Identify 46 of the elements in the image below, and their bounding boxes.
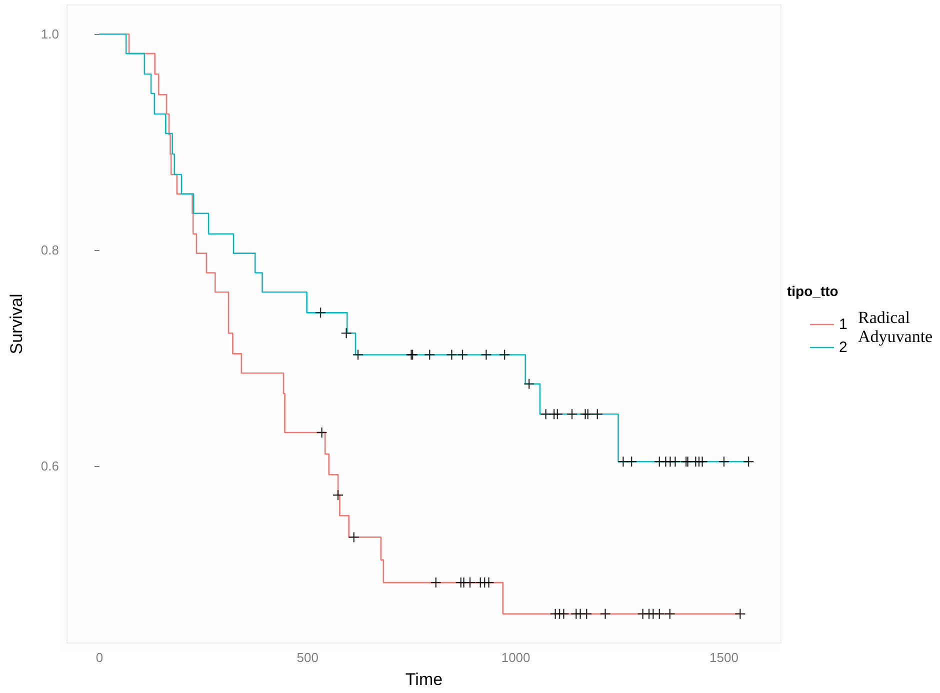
point [696, 456, 708, 468]
x-tick-label: 500 [296, 650, 318, 665]
legend-label: 1 [839, 316, 848, 333]
point [316, 426, 328, 438]
point [566, 408, 578, 420]
x-tick-label: 1500 [710, 650, 738, 665]
point [670, 456, 681, 468]
point [340, 328, 352, 339]
text: Adyuvante [858, 327, 933, 346]
legend-label: 2 [839, 339, 848, 356]
point [352, 349, 364, 360]
point [558, 608, 570, 620]
point [314, 307, 326, 318]
y-tick-label: 0.6 [40, 458, 59, 474]
point [552, 408, 564, 420]
point [618, 456, 629, 468]
point [664, 608, 676, 620]
point [582, 408, 594, 420]
point [600, 608, 611, 620]
point [456, 349, 468, 360]
legend-title: tipo_tto [787, 283, 838, 299]
point [580, 608, 592, 620]
point [742, 456, 754, 468]
point [464, 576, 476, 588]
y-axis-title: Survival [7, 294, 26, 354]
point [498, 349, 510, 360]
point [540, 408, 552, 420]
point [483, 576, 494, 588]
point [430, 576, 442, 588]
x-tick-label: 1000 [501, 650, 530, 665]
point [592, 408, 603, 420]
y-tick-label: 1.0 [40, 26, 59, 42]
point [332, 490, 344, 501]
y-tick-label: 0.8 [40, 242, 59, 258]
point [626, 456, 638, 468]
point [480, 349, 492, 360]
text: Radical [858, 308, 910, 327]
point [654, 608, 666, 620]
point [734, 608, 746, 620]
point [446, 349, 458, 360]
x-axis-title: Time [405, 670, 443, 689]
point [348, 532, 360, 543]
point [718, 456, 730, 468]
x-tick-label: 0 [96, 650, 104, 665]
point [424, 349, 436, 360]
point [524, 378, 535, 390]
